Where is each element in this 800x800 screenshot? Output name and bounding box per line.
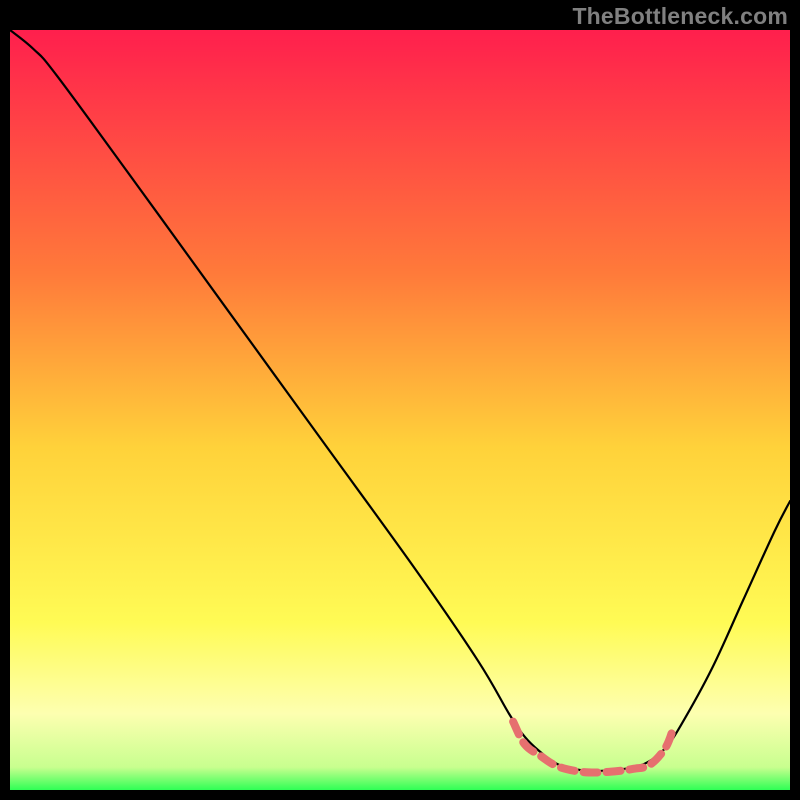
- chart-svg: [10, 30, 790, 790]
- chart-frame: [10, 30, 790, 790]
- watermark-text: TheBottleneck.com: [572, 3, 788, 30]
- chart-background: [10, 30, 790, 790]
